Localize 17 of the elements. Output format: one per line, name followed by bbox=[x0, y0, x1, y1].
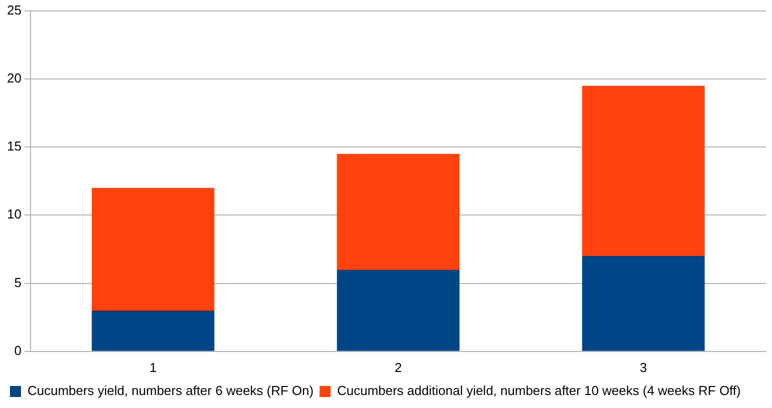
bar bbox=[92, 188, 214, 311]
y-tick-label: 15 bbox=[6, 138, 22, 154]
bar bbox=[336, 270, 460, 351]
y-tick-label: 5 bbox=[14, 274, 22, 290]
x-tick-label: 1 bbox=[149, 360, 157, 375]
bar bbox=[336, 154, 460, 270]
x-tick-label: 3 bbox=[640, 360, 648, 375]
bar bbox=[582, 256, 705, 351]
y-tick-label: 25 bbox=[6, 2, 22, 18]
x-tick-label: 2 bbox=[394, 360, 402, 375]
y-tick-label: 20 bbox=[6, 70, 22, 86]
y-tick-label: 0 bbox=[14, 342, 22, 358]
y-tick-label: 10 bbox=[6, 206, 22, 222]
bar bbox=[582, 86, 705, 256]
legend-label: Cucumbers additional yield, numbers after 10 weeks (4 weeks RF Off) bbox=[337, 383, 741, 398]
bar bbox=[92, 310, 214, 351]
legend-label: Cucumbers yield, numbers after 6 weeks (RF On) bbox=[28, 383, 314, 398]
